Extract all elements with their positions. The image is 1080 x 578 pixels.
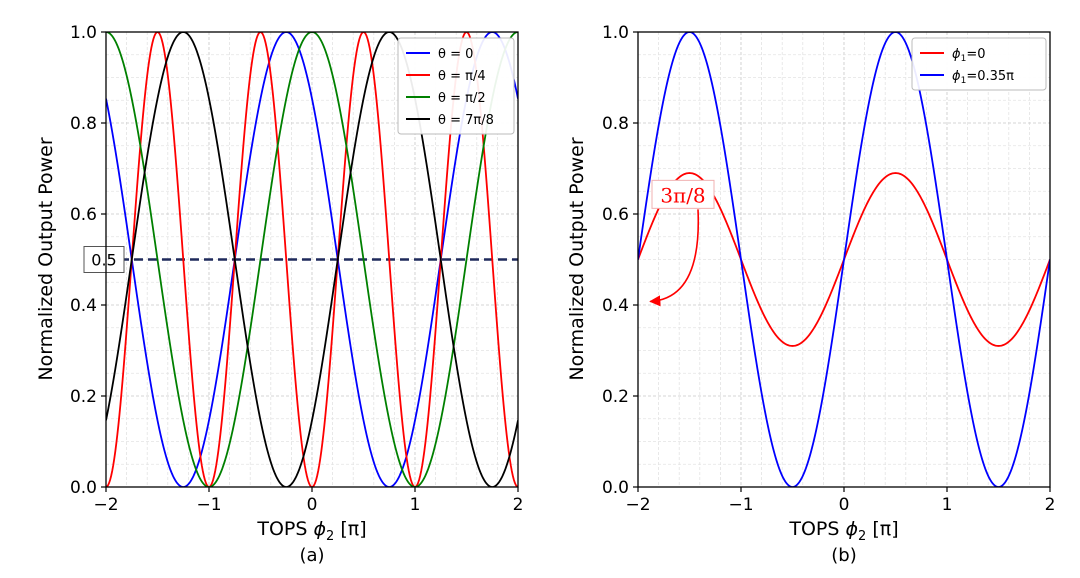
x-tick-label: −2	[625, 495, 650, 515]
x-tick-label: −1	[196, 495, 221, 515]
panel-a-x-axis-label: TOPS ϕ2 [π]	[256, 518, 366, 544]
y-tick-label: 0.0	[602, 478, 629, 498]
series-line-2	[638, 32, 1050, 487]
panel-b-x-axis-label: TOPS ϕ2 [π]	[788, 518, 898, 544]
reference-label: 0.5	[91, 251, 116, 270]
panel-b-y-ticks: 0.0 0.2 0.4 0.6 0.8 1.0	[602, 23, 638, 498]
y-tick-label: 0.6	[70, 205, 97, 225]
x-tick-label: 1	[942, 495, 953, 515]
series-line-2	[106, 32, 518, 487]
panel-a-caption: (a)	[299, 545, 324, 566]
panel-b-y-axis-label: Normalized Output Power	[566, 137, 588, 380]
series-line-3	[106, 32, 518, 487]
legend-label: θ = π/4	[438, 69, 486, 84]
y-tick-label: 0.2	[70, 387, 97, 407]
legend-label: ϕ1=0.35π	[952, 69, 1014, 86]
panel-b-caption: (b)	[831, 545, 856, 566]
panel-a-y-ticks: 0.0 0.2 0.4 0.6 0.8 1.0	[70, 23, 106, 498]
annotation-box	[651, 179, 715, 209]
x-tick-label: 0	[839, 495, 850, 515]
x-tick-label: −2	[93, 495, 118, 515]
y-tick-label: 0.4	[70, 296, 97, 316]
y-tick-label: 0.2	[602, 387, 629, 407]
y-tick-label: 0.0	[70, 478, 97, 498]
panel-a-y-axis-label: Normalized Output Power	[35, 137, 57, 380]
panel-b-x-ticks: −2 −1 0 1 2	[625, 487, 1055, 515]
x-tick-label: 1	[410, 495, 421, 515]
panel-a: 0.5 −2 −1 0 1 2 0.0 0.2 0.4 0.6 0.8 1.0 TOPS ϕ2 […	[35, 23, 523, 566]
legend-label: θ = 0	[438, 47, 473, 62]
series-line-4	[106, 32, 518, 487]
panel-a-reference-line: 0.5	[83, 246, 518, 273]
y-tick-label: 0.8	[70, 114, 97, 134]
panel-a-legend: θ = 0 θ = π/4 θ = π/2 θ = 7π/8	[397, 37, 515, 135]
annotation-text: 3π/8	[660, 183, 705, 207]
legend-label: ϕ1=0	[952, 47, 985, 64]
panel-b: −2 −1 0 1 2 0.0 0.2 0.4 0.6 0.8 1.0 TOPS ϕ2 [π] (…	[566, 23, 1055, 566]
x-tick-label: 2	[1045, 495, 1056, 515]
panel-a-series	[106, 32, 518, 487]
annotation-arrow	[649, 209, 700, 307]
legend-label: θ = π/2	[438, 91, 486, 106]
y-tick-label: 1.0	[602, 23, 629, 43]
x-tick-label: −1	[728, 495, 753, 515]
panel-b-legend: ϕ1=0 ϕ1=0.35π	[911, 37, 1047, 91]
y-tick-label: 0.4	[602, 296, 629, 316]
legend-box	[397, 37, 515, 135]
x-tick-label: 2	[513, 495, 524, 515]
panel-b-annotation: 3π/8	[649, 179, 715, 307]
y-tick-label: 0.8	[602, 114, 629, 134]
y-tick-label: 0.6	[602, 205, 629, 225]
panel-a-x-ticks: −2 −1 0 1 2	[93, 487, 523, 515]
series-line-1	[106, 32, 518, 487]
reference-label-box	[83, 246, 125, 273]
x-tick-label: 0	[307, 495, 318, 515]
y-tick-label: 1.0	[70, 23, 97, 43]
legend-label: θ = 7π/8	[438, 113, 494, 128]
legend-box	[911, 37, 1047, 91]
